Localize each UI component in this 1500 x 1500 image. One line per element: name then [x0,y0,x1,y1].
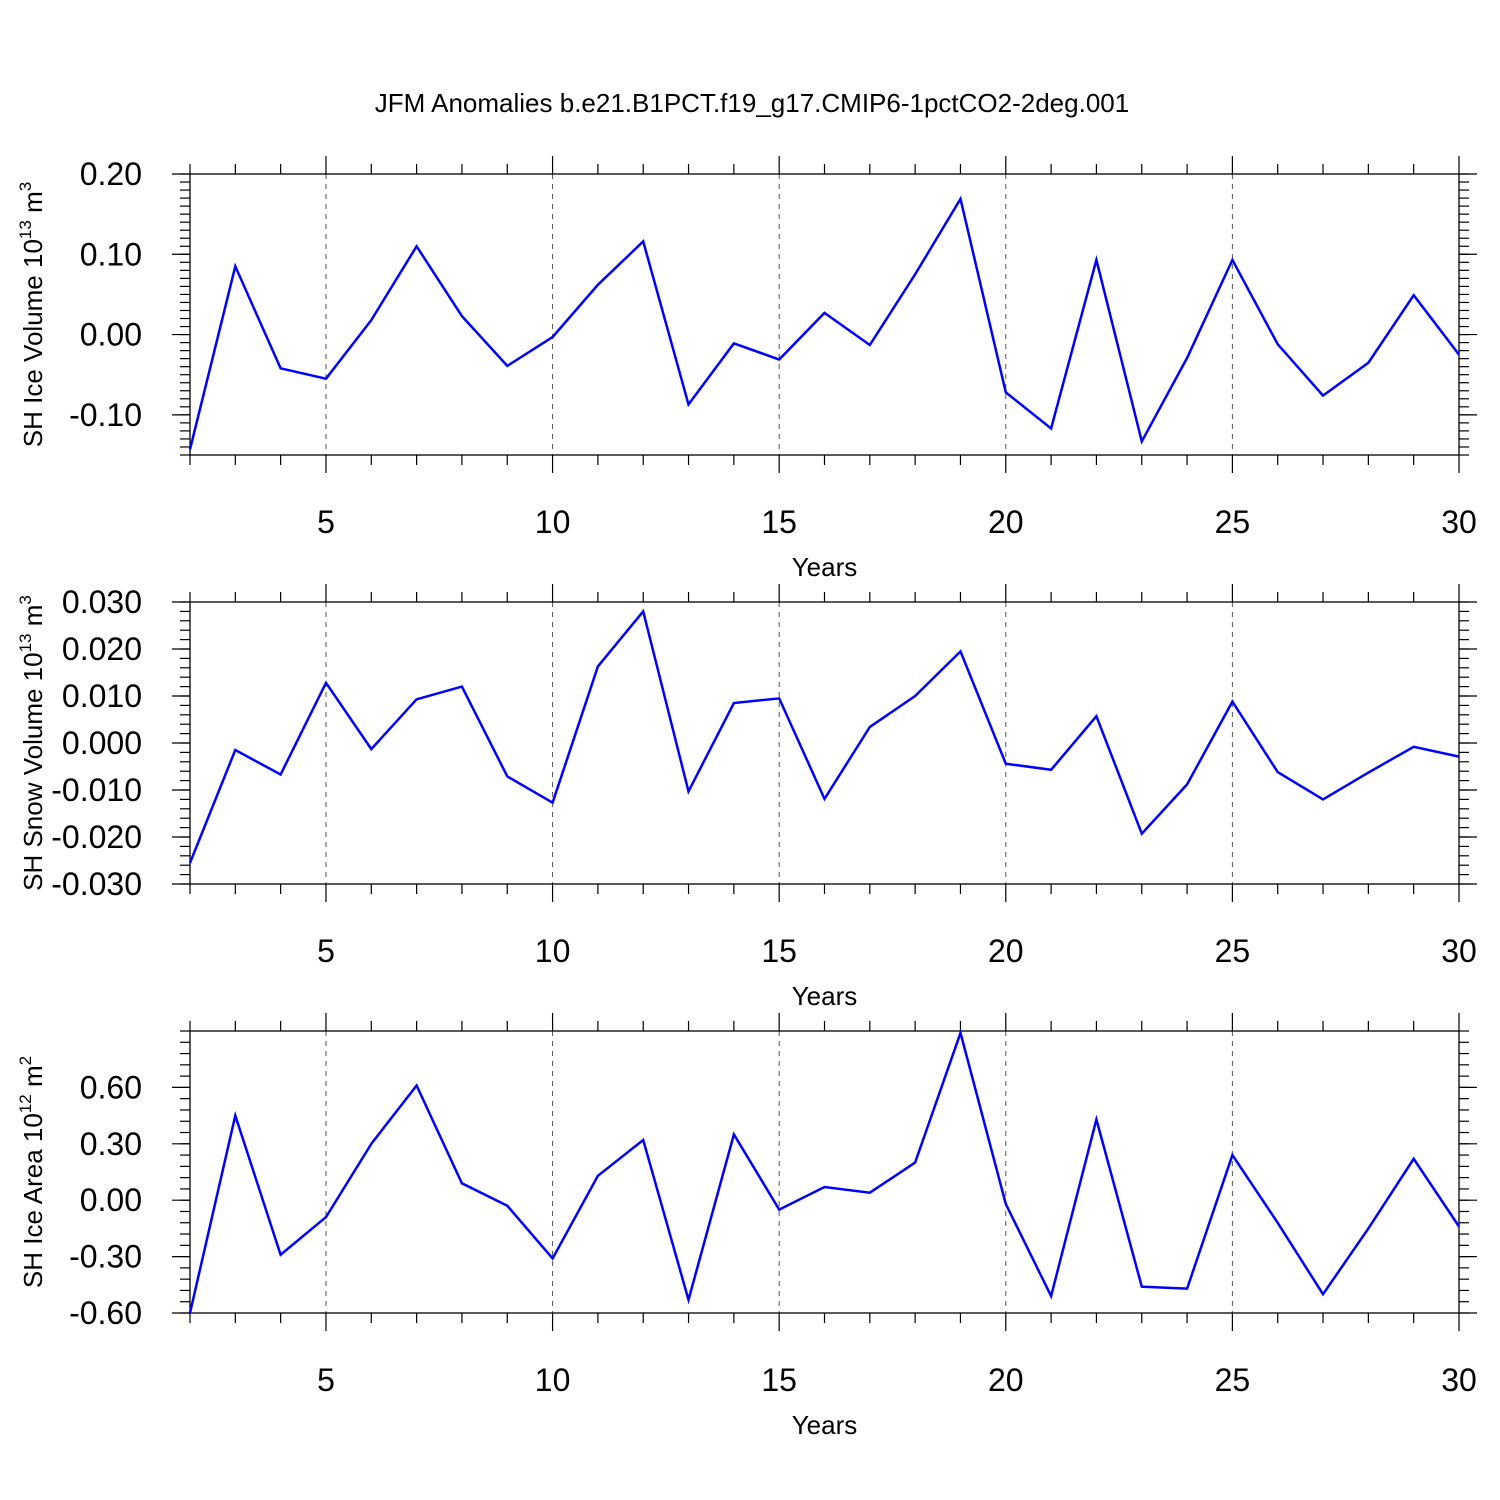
x-tick-label: 20 [988,933,1024,969]
x-tick-label: 20 [988,504,1024,540]
x-tick-label: 30 [1441,1362,1477,1398]
y-tick-label: 0.00 [80,1182,142,1218]
x-tick-label: 5 [317,933,335,969]
y-axis-label: SH Snow Volume 1013 m3 [16,595,48,891]
x-tick-label: 10 [535,933,571,969]
y-axis-label-exponent: 12 [16,1094,35,1113]
x-tick-label: 5 [317,504,335,540]
series-line [188,608,1460,864]
series-line [188,1028,1461,1314]
x-tick-label: 25 [1215,504,1251,540]
y-tick-label: -0.020 [51,819,142,855]
x-tick-label: 30 [1441,933,1477,969]
x-tick-label: 15 [761,504,797,540]
y-axis-label-unit-exponent: 3 [16,595,35,604]
y-tick-label: -0.030 [51,866,142,902]
x-tick-label: 20 [988,1362,1024,1398]
y-axis-label: SH Ice Area 1012 m2 [16,1056,48,1288]
y-axis-label-text: SH Ice Area 10 [18,1113,48,1288]
y-axis-label-unit: m [18,191,48,220]
y-axis-label-exponent: 13 [16,633,35,652]
y-axis-label-unit: m [18,605,48,634]
y-tick-label: -0.10 [69,397,142,433]
y-tick-label: 0.020 [62,631,142,667]
y-tick-label: 0.000 [62,725,142,761]
x-tick-label: 25 [1215,1362,1251,1398]
y-tick-label: -0.30 [69,1239,142,1275]
x-axis-label: Years [792,981,858,1011]
y-axis-label-exponent: 13 [16,220,35,239]
x-tick-label: 5 [317,1362,335,1398]
y-tick-label: -0.010 [51,772,142,808]
y-tick-label: 0.030 [62,584,142,620]
series-line [188,195,1460,450]
y-tick-label: 0.60 [80,1069,142,1105]
chart-title: JFM Anomalies b.e21.B1PCT.f19_g17.CMIP6-… [375,88,1129,118]
y-axis-label: SH Ice Volume 1013 m3 [16,182,48,447]
x-tick-label: 30 [1441,504,1477,540]
chart-panel-1: -0.10 0.00 0.10 0.20 5 10 15 20 25 30 Years SH Ice … [16,156,1477,582]
y-tick-label: 0.20 [80,156,142,192]
y-axis-label-text: SH Snow Volume 10 [18,652,48,890]
chart-panel-3: -0.60 -0.30 0.00 0.30 0.60 5 10 15 20 25 30 Years SH… [16,1013,1477,1440]
y-tick-label: -0.60 [69,1295,142,1331]
y-tick-label: 0.30 [80,1126,142,1162]
x-tick-label: 25 [1215,933,1251,969]
y-axis-label-text: SH Ice Volume 10 [18,239,48,447]
y-tick-label: 0.00 [80,317,142,353]
x-tick-label: 15 [761,933,797,969]
x-tick-label: 10 [535,504,571,540]
x-axis-label: Years [792,552,858,582]
y-axis-label-unit-exponent: 3 [16,182,35,191]
y-axis-label-unit: m [18,1065,48,1094]
x-axis-label: Years [792,1410,858,1440]
chart-panel-2: -0.030 -0.020 -0.010 0.000 0.010 0.020 0.030 5 1… [16,584,1477,1011]
y-tick-label: 0.010 [62,678,142,714]
x-tick-label: 10 [535,1362,571,1398]
y-tick-label: 0.10 [80,236,142,272]
x-tick-label: 15 [761,1362,797,1398]
y-axis-label-unit-exponent: 2 [16,1056,35,1065]
